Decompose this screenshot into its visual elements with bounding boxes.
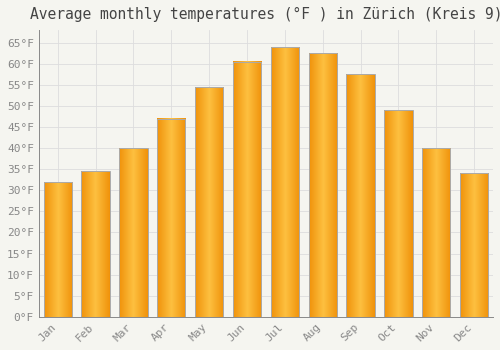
Bar xyxy=(119,148,148,317)
Bar xyxy=(44,182,72,317)
Bar xyxy=(422,148,450,317)
Bar xyxy=(82,172,110,317)
Bar xyxy=(157,119,186,317)
Bar xyxy=(270,47,299,317)
Bar xyxy=(233,62,261,317)
Bar xyxy=(308,53,337,317)
Title: Average monthly temperatures (°F ) in Zürich (Kreis 9): Average monthly temperatures (°F ) in Zü… xyxy=(30,7,500,22)
Bar xyxy=(384,110,412,317)
Bar xyxy=(346,74,375,317)
Bar xyxy=(460,174,488,317)
Bar xyxy=(195,87,224,317)
